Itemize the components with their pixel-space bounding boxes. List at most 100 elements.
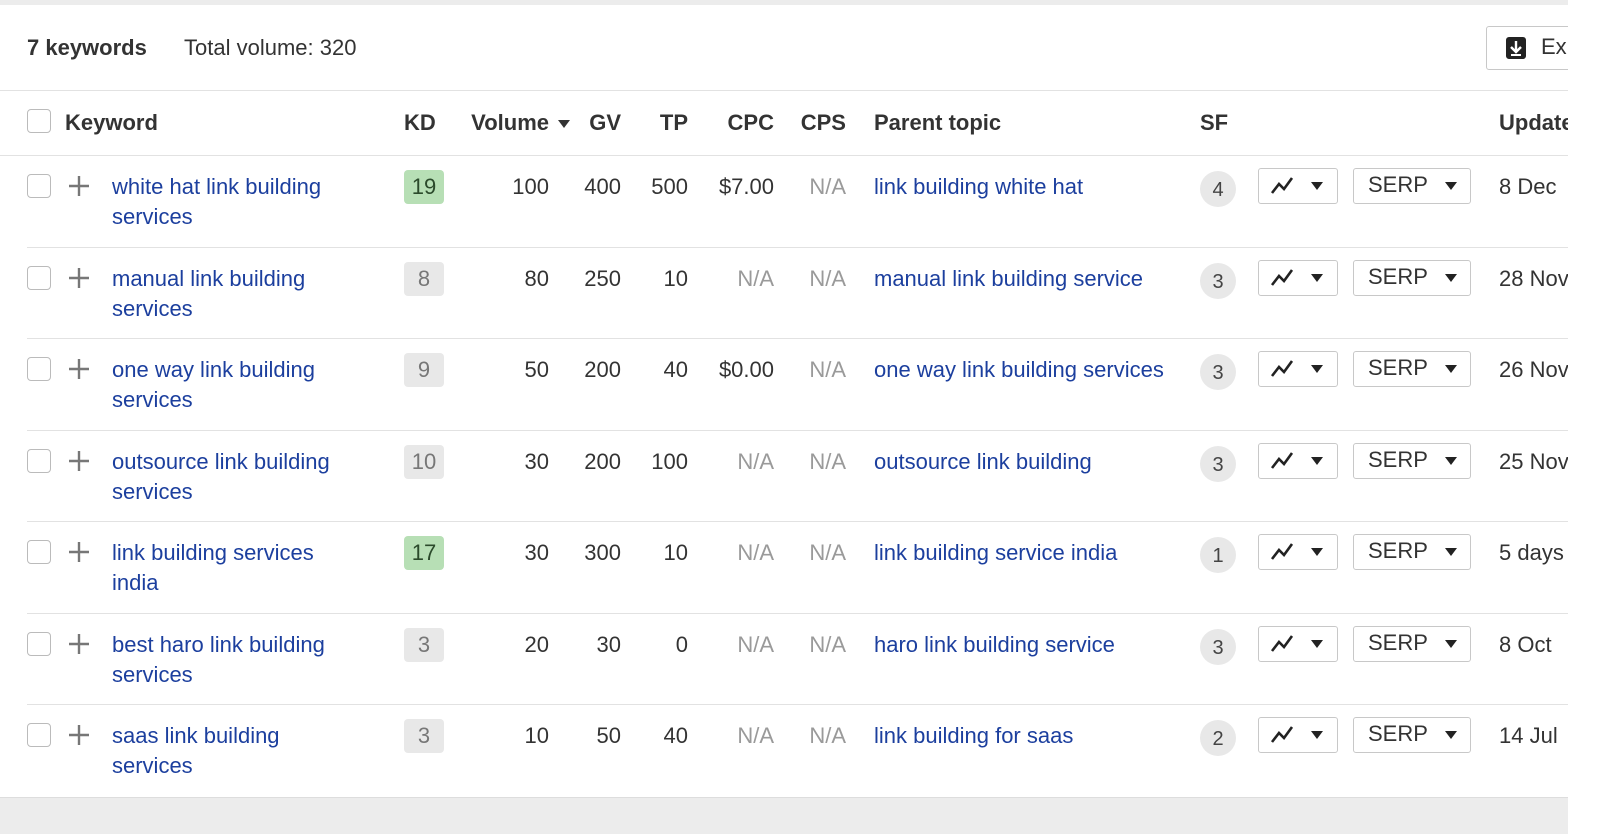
sort-arrow [558, 120, 570, 128]
kd-badge: 19 [404, 170, 444, 204]
column-header: TP [659, 110, 688, 135]
serp-label: SERP [1368, 355, 1428, 380]
volume: 30 [524, 448, 549, 474]
global-volume: 200 [584, 448, 621, 474]
serp-features[interactable]: 3 [1200, 354, 1236, 390]
row-checkbox[interactable] [27, 357, 51, 381]
add-button[interactable] [68, 267, 90, 289]
traffic-potential: 10 [663, 265, 688, 291]
trend-icon [1270, 360, 1323, 377]
parent-topic-link[interactable]: haro link building service [874, 631, 1115, 657]
row-checkbox[interactable] [27, 540, 51, 564]
serp-label: SERP [1368, 263, 1428, 289]
dropdown-arrow [1445, 182, 1457, 190]
row-divider [27, 612, 1568, 614]
serp-features[interactable]: 3 [1200, 628, 1236, 665]
serp-button[interactable]: SERP [1353, 534, 1471, 570]
cpc: N/A [737, 448, 774, 474]
keyword-link[interactable]: one way link building services [112, 357, 316, 412]
add-button[interactable] [68, 358, 90, 380]
cpc: N/A [737, 265, 774, 291]
serp-button[interactable]: SERP [1353, 442, 1471, 479]
volume: 80 [524, 265, 549, 291]
row-checkbox[interactable] [27, 723, 51, 747]
serp-label: SERP [1368, 446, 1428, 472]
trend-button[interactable] [1258, 717, 1338, 753]
parent-topic-link[interactable]: link building white hat [874, 174, 1084, 199]
serp-button[interactable]: SERP [1353, 351, 1471, 387]
serp-features[interactable]: 4 [1200, 171, 1236, 207]
volume: 100 [512, 174, 549, 199]
serp-label: SERP [1368, 721, 1428, 746]
volume: 50 [524, 357, 549, 382]
traffic-potential: 0 [675, 631, 688, 657]
serp-features[interactable]: 2 [1200, 720, 1236, 756]
add-button[interactable] [68, 541, 90, 563]
divider [0, 90, 1568, 91]
global-volume: 30 [596, 631, 621, 657]
volume: 30 [524, 540, 549, 565]
cps: N/A [809, 174, 846, 199]
dropdown-arrow [1445, 731, 1457, 739]
serp-features[interactable]: 1 [1200, 537, 1236, 573]
dropdown-arrow [1445, 639, 1457, 648]
kd-badge: 9 [404, 353, 444, 387]
keyword-link[interactable]: white hat link building services [112, 174, 322, 229]
trend-button[interactable] [1258, 351, 1338, 387]
cps: N/A [809, 357, 846, 382]
trend-button[interactable] [1258, 259, 1338, 296]
keyword-link[interactable]: link building services india [112, 540, 314, 595]
trend-icon [1270, 177, 1323, 194]
row-checkbox[interactable] [27, 265, 51, 290]
keyword-link[interactable]: best haro link building services [112, 631, 325, 687]
serp-button[interactable]: SERP [1353, 259, 1471, 296]
parent-topic-link[interactable]: link building service india [874, 540, 1118, 565]
cpc: N/A [737, 631, 774, 657]
kd-badge: 3 [404, 719, 444, 753]
cpc: $0.00 [718, 357, 774, 382]
bottom-strip [0, 797, 1568, 834]
export-button[interactable]: Ex [1486, 26, 1568, 70]
serp-features[interactable]: 3 [1200, 262, 1236, 299]
cps: N/A [809, 631, 846, 657]
dropdown-arrow [1445, 456, 1457, 465]
column-header: SF [1200, 110, 1229, 135]
keyword-link[interactable]: outsource link building services [112, 448, 330, 504]
traffic-potential: 10 [663, 540, 688, 565]
row-checkbox[interactable] [27, 631, 51, 656]
parent-topic-link[interactable]: one way link building services [874, 357, 1164, 382]
parent-topic-link[interactable]: outsource link building [874, 448, 1092, 474]
row-checkbox[interactable] [27, 448, 51, 473]
column-header[interactable]: Volume [471, 110, 549, 135]
column-header: Parent topic [874, 110, 1002, 135]
parent-topic-link[interactable]: manual link building service [874, 265, 1144, 291]
trend-button[interactable] [1258, 534, 1338, 570]
parent-topic-link[interactable]: link building for saas [874, 723, 1074, 748]
serp-features[interactable]: 3 [1200, 445, 1236, 482]
serp-button[interactable]: SERP [1353, 717, 1471, 753]
keyword-link[interactable]: manual link building services [112, 265, 306, 321]
row-checkbox[interactable] [27, 174, 51, 198]
keyword-link[interactable]: saas link building services [112, 723, 280, 778]
serp-button[interactable]: SERP [1353, 168, 1471, 204]
add-button[interactable] [68, 450, 90, 472]
select-all-checkbox[interactable] [27, 109, 51, 133]
add-button[interactable] [68, 633, 90, 655]
kd-badge: 3 [404, 627, 444, 662]
trend-button[interactable] [1258, 168, 1338, 204]
trend-button[interactable] [1258, 442, 1338, 479]
updated: 14 Jul [1499, 723, 1558, 748]
updated: 26 Nov [1499, 357, 1568, 382]
kd-badge: 17 [404, 536, 444, 570]
trend-button[interactable] [1258, 625, 1338, 662]
volume: 20 [524, 631, 549, 657]
serp-button[interactable]: SERP [1353, 625, 1471, 662]
cps: N/A [809, 723, 846, 748]
add-button[interactable] [68, 175, 90, 197]
serp-label: SERP [1368, 629, 1428, 655]
add-button[interactable] [68, 724, 90, 746]
column-header: Keyword [65, 110, 158, 135]
global-volume: 200 [584, 357, 621, 382]
